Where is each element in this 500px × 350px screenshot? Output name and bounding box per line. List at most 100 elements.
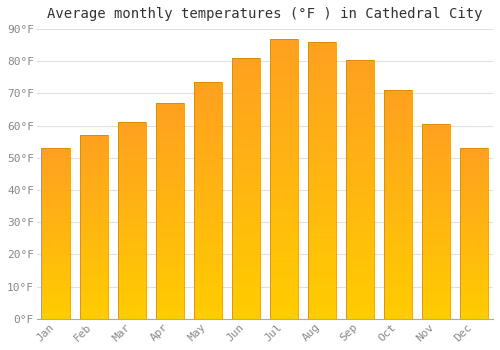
- Bar: [460, 165, 488, 167]
- Bar: [422, 225, 450, 227]
- Bar: [460, 307, 488, 309]
- Bar: [308, 53, 336, 56]
- Bar: [42, 305, 70, 307]
- Bar: [270, 207, 298, 210]
- Bar: [384, 161, 412, 163]
- Bar: [384, 116, 412, 118]
- Bar: [80, 304, 108, 306]
- Bar: [308, 56, 336, 58]
- Bar: [80, 216, 108, 218]
- Bar: [42, 206, 70, 208]
- Bar: [42, 218, 70, 220]
- Bar: [118, 244, 146, 246]
- Bar: [156, 239, 184, 241]
- Bar: [460, 252, 488, 254]
- Bar: [384, 92, 412, 95]
- Bar: [118, 213, 146, 215]
- Bar: [80, 198, 108, 199]
- Bar: [80, 165, 108, 167]
- Bar: [308, 114, 336, 117]
- Bar: [42, 193, 70, 194]
- Bar: [270, 50, 298, 53]
- Bar: [346, 290, 374, 293]
- Bar: [118, 246, 146, 248]
- Bar: [80, 155, 108, 158]
- Bar: [460, 288, 488, 290]
- Bar: [194, 94, 222, 96]
- Bar: [42, 215, 70, 217]
- Bar: [460, 264, 488, 266]
- Bar: [194, 198, 222, 201]
- Bar: [194, 182, 222, 184]
- Bar: [80, 196, 108, 198]
- Bar: [232, 173, 260, 175]
- Bar: [194, 267, 222, 269]
- Bar: [384, 314, 412, 317]
- Bar: [346, 142, 374, 145]
- Bar: [384, 264, 412, 266]
- Bar: [80, 207, 108, 209]
- Bar: [308, 172, 336, 175]
- Bar: [308, 310, 336, 313]
- Bar: [80, 174, 108, 176]
- Bar: [118, 199, 146, 201]
- Bar: [384, 234, 412, 237]
- Bar: [308, 297, 336, 300]
- Bar: [118, 272, 146, 274]
- Bar: [308, 158, 336, 161]
- Bar: [346, 72, 374, 75]
- Bar: [270, 176, 298, 179]
- Bar: [80, 141, 108, 143]
- Bar: [194, 290, 222, 293]
- Bar: [194, 153, 222, 155]
- Bar: [194, 170, 222, 172]
- Bar: [156, 159, 184, 161]
- Bar: [80, 249, 108, 251]
- Bar: [80, 212, 108, 214]
- Bar: [422, 237, 450, 239]
- Bar: [460, 258, 488, 259]
- Bar: [422, 165, 450, 167]
- Bar: [118, 223, 146, 225]
- Bar: [118, 240, 146, 242]
- Bar: [42, 273, 70, 274]
- Bar: [156, 217, 184, 220]
- Bar: [42, 315, 70, 317]
- Bar: [384, 211, 412, 214]
- Bar: [118, 168, 146, 170]
- Bar: [384, 305, 412, 307]
- Bar: [42, 177, 70, 179]
- Bar: [308, 200, 336, 203]
- Bar: [194, 108, 222, 111]
- Bar: [384, 250, 412, 253]
- Bar: [384, 163, 412, 166]
- Bar: [422, 227, 450, 229]
- Bar: [232, 285, 260, 288]
- Bar: [194, 125, 222, 127]
- Bar: [460, 239, 488, 240]
- Bar: [42, 235, 70, 237]
- Bar: [118, 126, 146, 128]
- Bar: [80, 203, 108, 205]
- Bar: [422, 315, 450, 317]
- Bar: [422, 276, 450, 278]
- Bar: [232, 170, 260, 173]
- Bar: [460, 244, 488, 245]
- Bar: [80, 286, 108, 288]
- Bar: [270, 285, 298, 288]
- Bar: [80, 223, 108, 225]
- Bar: [422, 202, 450, 204]
- Bar: [308, 78, 336, 81]
- Bar: [42, 210, 70, 211]
- Bar: [460, 218, 488, 220]
- Bar: [156, 261, 184, 263]
- Bar: [80, 273, 108, 275]
- Bar: [384, 230, 412, 232]
- Bar: [42, 198, 70, 199]
- Bar: [42, 276, 70, 278]
- Bar: [270, 84, 298, 86]
- Bar: [194, 120, 222, 122]
- Bar: [308, 92, 336, 94]
- Bar: [156, 228, 184, 230]
- Bar: [384, 223, 412, 225]
